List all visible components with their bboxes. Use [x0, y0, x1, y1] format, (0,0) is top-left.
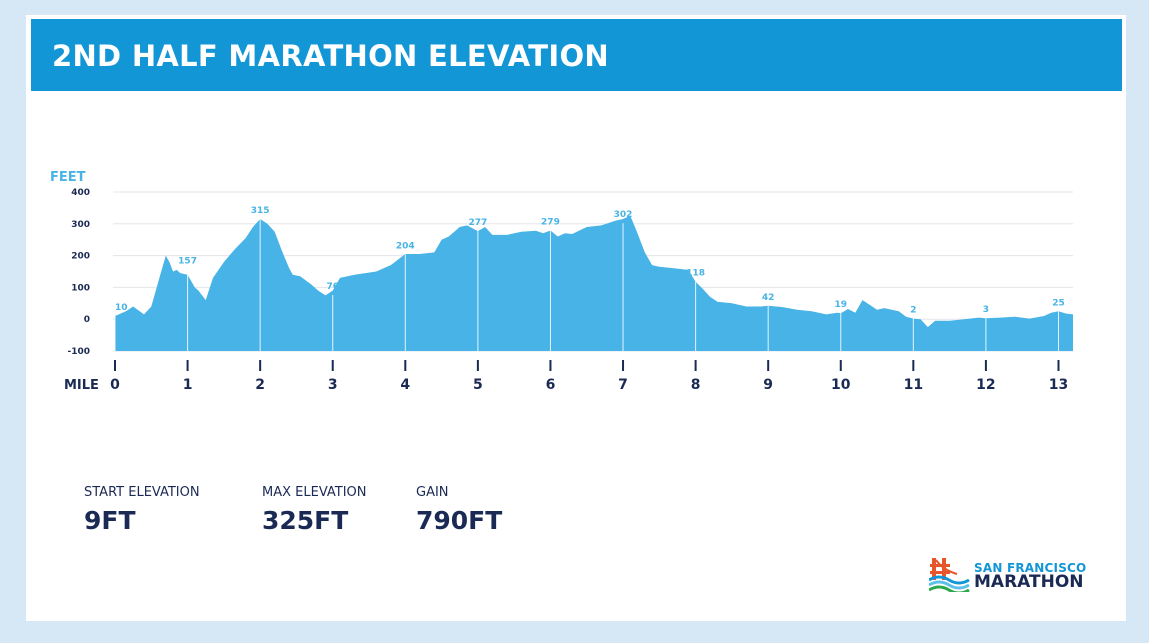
x-axis-label: MILE [64, 378, 99, 393]
start-elevation-stat: START ELEVATION 9FT [84, 485, 200, 535]
x-axis-ticks: 0 1 2 3 4 5 6 7 8 9 10 11 12 13 [110, 360, 1068, 393]
mile-droplines [114, 219, 1059, 351]
x-tick-label: 7 [618, 377, 628, 393]
x-tick-label: 1 [183, 377, 193, 393]
x-tick-label: 6 [546, 377, 556, 393]
elevation-data-label: 42 [762, 293, 775, 303]
y-tick-label: 400 [71, 188, 90, 198]
x-tick-label: 2 [255, 377, 265, 393]
max-elevation-value: 325FT [262, 506, 349, 535]
title-banner: 2ND HALF MARATHON ELEVATION [31, 19, 1122, 91]
elevation-data-label: 25 [1052, 298, 1065, 308]
sf-marathon-logo: SAN FRANCISCO MARATHON [929, 556, 1099, 592]
elevation-data-label: 277 [468, 218, 487, 228]
x-tick-label: 5 [473, 377, 483, 393]
elevation-data-label: 302 [614, 210, 633, 220]
elevation-data-label: 204 [396, 241, 415, 251]
x-tick-label: 9 [763, 377, 773, 393]
elevation-data-label: 157 [178, 256, 197, 266]
gain-value: 790FT [416, 506, 503, 535]
y-axis-label: FEET [50, 170, 86, 185]
x-tick-label: 12 [976, 377, 995, 393]
y-tick-label: 300 [71, 220, 90, 230]
start-elevation-value: 9FT [84, 506, 136, 535]
y-tick-label: 0 [84, 315, 90, 325]
y-tick-label: -100 [67, 347, 90, 357]
gain-label: GAIN [416, 485, 449, 500]
max-elevation-label: MAX ELEVATION [262, 485, 367, 500]
elevation-area-layer [115, 215, 1073, 351]
elevation-data-label: 19 [834, 300, 847, 310]
y-axis-tick-labels: 400 300 200 100 0 -100 [67, 188, 90, 357]
elevation-data-label: 118 [686, 269, 705, 279]
max-elevation-stat: MAX ELEVATION 325FT [262, 485, 367, 535]
y-tick-label: 200 [71, 252, 90, 262]
x-tick-label: 11 [904, 377, 923, 393]
x-tick-label: 4 [400, 377, 410, 393]
x-tick-label: 10 [831, 377, 851, 393]
y-tick-label: 100 [71, 283, 90, 293]
chart-title: 2ND HALF MARATHON ELEVATION [52, 39, 609, 73]
elevation-data-label: 76 [326, 282, 339, 292]
elevation-data-label: 315 [251, 206, 270, 216]
logo-text-top: SAN FRANCISCO [974, 561, 1087, 575]
golden-gate-bridge-icon [929, 558, 970, 592]
start-elevation-label: START ELEVATION [84, 485, 200, 500]
chart-card: 2ND HALF MARATHON ELEVATION 10 157 315 76 20… [26, 15, 1126, 621]
x-tick-label: 0 [110, 377, 120, 393]
gain-stat: GAIN 790FT [416, 485, 502, 535]
elevation-labels: 10 157 315 76 204 277 279 302 118 42 19 2 3 25 [115, 206, 1065, 316]
x-tick-label: 8 [691, 377, 701, 393]
elevation-data-label: 10 [115, 303, 128, 313]
logo-text-bottom: MARATHON [974, 572, 1084, 592]
elevation-data-label: 3 [983, 305, 989, 315]
elevation-area [115, 215, 1073, 351]
elevation-data-label: 279 [541, 217, 560, 227]
x-tick-label: 13 [1049, 377, 1068, 393]
x-tick-label: 3 [328, 377, 338, 393]
elevation-data-label: 2 [910, 306, 916, 316]
